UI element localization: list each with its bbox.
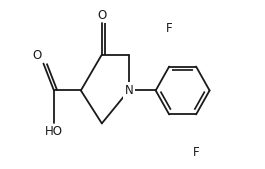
Text: HO: HO: [45, 125, 63, 138]
Text: F: F: [166, 22, 173, 35]
Text: N: N: [124, 84, 133, 97]
Text: F: F: [193, 146, 200, 159]
Text: O: O: [97, 9, 107, 22]
Text: O: O: [33, 49, 42, 62]
